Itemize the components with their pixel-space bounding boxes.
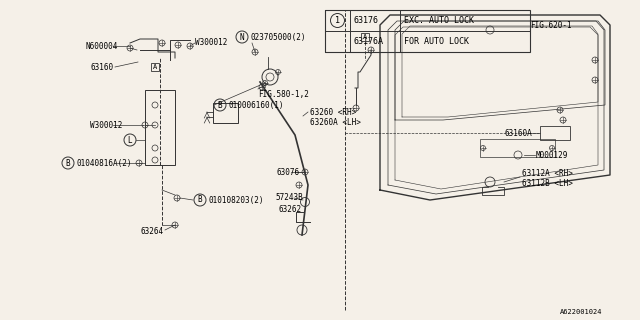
Bar bbox=[325, 10, 350, 52]
Text: 63160A: 63160A bbox=[504, 129, 532, 138]
Text: FIG.620-1: FIG.620-1 bbox=[530, 20, 572, 29]
Bar bbox=[480, 139, 555, 157]
Text: B: B bbox=[218, 100, 222, 109]
Text: 63112A <RH>: 63112A <RH> bbox=[522, 169, 573, 178]
Text: A622001024: A622001024 bbox=[560, 309, 602, 315]
Text: 1: 1 bbox=[335, 16, 340, 25]
Text: W300012: W300012 bbox=[195, 37, 227, 46]
Text: B: B bbox=[66, 158, 70, 167]
Text: 57243B: 57243B bbox=[275, 194, 303, 203]
Text: 023705000(2): 023705000(2) bbox=[250, 33, 305, 42]
Text: 01040816A(2): 01040816A(2) bbox=[76, 158, 131, 167]
Text: 63176A: 63176A bbox=[353, 36, 383, 45]
Bar bbox=[325, 10, 530, 52]
Text: 010006160(1): 010006160(1) bbox=[228, 100, 284, 109]
Bar bbox=[540, 126, 570, 140]
Text: FIG.580-1,2: FIG.580-1,2 bbox=[258, 90, 309, 99]
Text: FOR AUTO LOCK: FOR AUTO LOCK bbox=[404, 36, 469, 45]
Text: B: B bbox=[198, 196, 202, 204]
Text: 63076: 63076 bbox=[276, 167, 299, 177]
Bar bbox=[213, 103, 238, 123]
Text: N: N bbox=[240, 33, 244, 42]
Text: 63260A <LH>: 63260A <LH> bbox=[310, 117, 361, 126]
Text: 63160: 63160 bbox=[90, 62, 113, 71]
Text: N600004: N600004 bbox=[85, 42, 117, 51]
Text: A: A bbox=[363, 34, 367, 40]
Text: 63112B <LH>: 63112B <LH> bbox=[522, 179, 573, 188]
Text: L: L bbox=[128, 135, 132, 145]
Text: 63262: 63262 bbox=[278, 205, 301, 214]
Bar bbox=[145, 90, 175, 165]
Text: 63264: 63264 bbox=[140, 228, 163, 236]
Text: 63176: 63176 bbox=[353, 16, 378, 25]
Text: M000129: M000129 bbox=[536, 150, 568, 159]
Text: W300012: W300012 bbox=[90, 121, 122, 130]
Text: EXC. AUTO LOCK: EXC. AUTO LOCK bbox=[404, 16, 474, 25]
Text: 63260 <RH>: 63260 <RH> bbox=[310, 108, 356, 116]
Bar bbox=[325, 10, 400, 52]
Text: 010108203(2): 010108203(2) bbox=[208, 196, 264, 204]
Text: A: A bbox=[153, 64, 157, 70]
